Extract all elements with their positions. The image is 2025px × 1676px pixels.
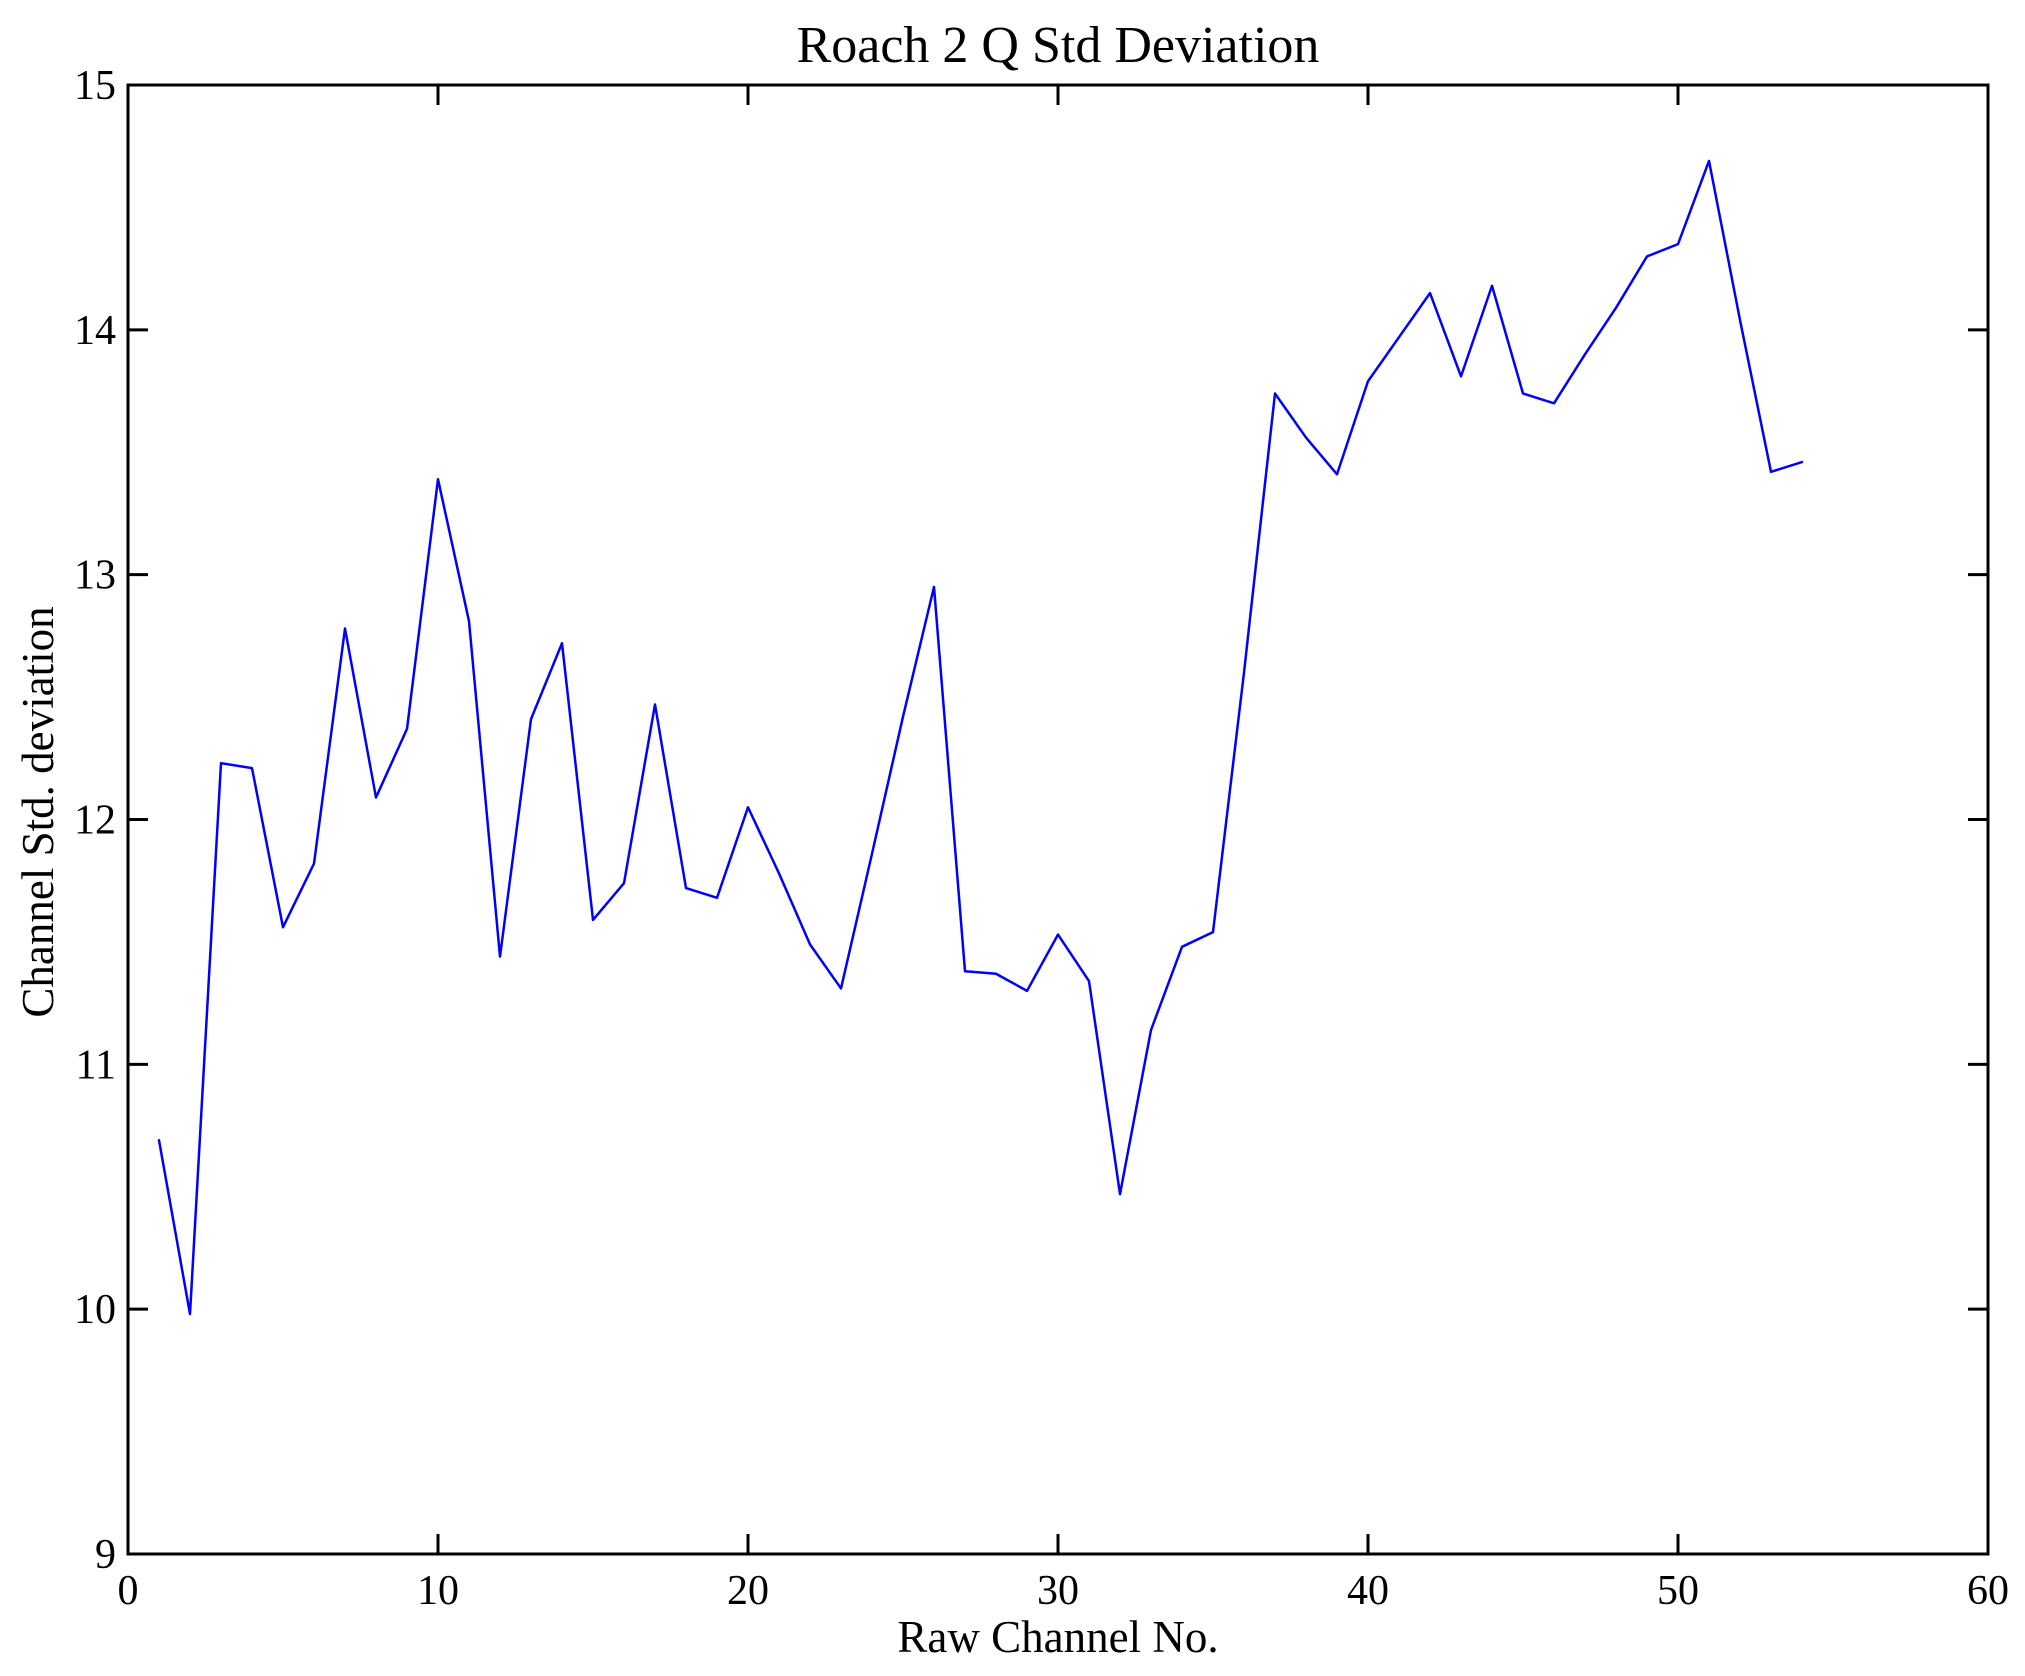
- y-tick-label: 13: [74, 553, 116, 599]
- y-tick-label: 9: [95, 1532, 116, 1578]
- tick-marks: [128, 85, 1988, 1554]
- chart-title: Roach 2 Q Std Deviation: [797, 17, 1320, 74]
- x-axis-label: Raw Channel No.: [897, 1612, 1218, 1662]
- y-tick-label: 11: [76, 1042, 116, 1088]
- x-tick-label: 10: [417, 1568, 459, 1614]
- x-tick-label: 60: [1967, 1568, 2009, 1614]
- y-tick-label: 10: [74, 1287, 116, 1333]
- tick-labels: 0 10 20 30 40 50 60 9 10 11 12 13 14 15: [74, 63, 2009, 1614]
- x-tick-label: 30: [1037, 1568, 1079, 1614]
- data-line: [157, 159, 1804, 1316]
- x-tick-label: 20: [727, 1568, 769, 1614]
- y-tick-label: 12: [74, 798, 116, 844]
- y-tick-label: 15: [74, 63, 116, 109]
- x-tick-label: 40: [1347, 1568, 1389, 1614]
- y-tick-label: 14: [74, 308, 116, 354]
- x-tick-label: 0: [118, 1568, 139, 1614]
- plot-box: [126, 83, 1990, 1556]
- x-tick-label: 50: [1657, 1568, 1699, 1614]
- y-axis-label: Channel Std. deviation: [13, 606, 63, 1017]
